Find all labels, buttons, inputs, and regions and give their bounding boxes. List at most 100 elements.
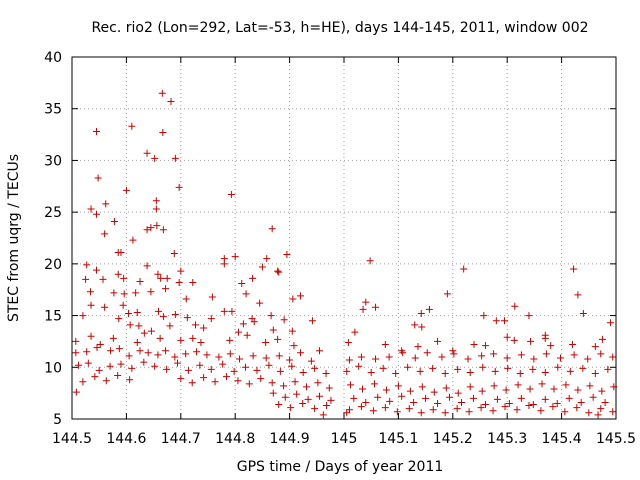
- data-point: [228, 307, 236, 315]
- data-point: [136, 277, 144, 285]
- x-tick-label: 144.7: [161, 431, 201, 447]
- data-point: [366, 257, 374, 265]
- data-point: [594, 411, 602, 419]
- data-point: [94, 174, 102, 182]
- data-point: [174, 359, 182, 367]
- data-point: [417, 409, 425, 417]
- data-point: [503, 333, 511, 341]
- data-point: [135, 322, 143, 330]
- data-point: [189, 334, 197, 342]
- data-point: [527, 337, 535, 345]
- data-point: [110, 217, 118, 225]
- data-point: [117, 248, 125, 256]
- data-point: [454, 365, 462, 373]
- x-tick-label: 145.2: [433, 431, 473, 447]
- data-point: [505, 399, 513, 407]
- data-point: [609, 408, 617, 416]
- data-point: [196, 361, 204, 369]
- data-point: [286, 356, 294, 364]
- data-point: [175, 278, 183, 286]
- data-point: [579, 364, 587, 372]
- data-point: [83, 348, 91, 356]
- data-point: [323, 402, 331, 410]
- data-point: [211, 378, 219, 386]
- data-point: [553, 399, 561, 407]
- data-point: [601, 398, 609, 406]
- data-point: [549, 403, 557, 411]
- data-point: [422, 394, 430, 402]
- data-point: [526, 385, 534, 393]
- x-tick-label: 145.3: [487, 431, 527, 447]
- data-point: [157, 274, 165, 282]
- data-point: [591, 369, 599, 377]
- data-point: [177, 336, 185, 344]
- data-point: [308, 317, 316, 325]
- data-point: [114, 372, 122, 380]
- data-point: [183, 314, 191, 322]
- data-point: [242, 363, 250, 371]
- x-tick-label: 144.8: [215, 431, 255, 447]
- data-point: [268, 225, 276, 233]
- data-point: [550, 385, 558, 393]
- data-point: [249, 352, 257, 360]
- data-point: [287, 404, 295, 412]
- y-tick-label: 15: [44, 309, 62, 325]
- data-point: [117, 360, 125, 368]
- data-point: [350, 394, 358, 402]
- data-point: [106, 362, 114, 370]
- data-point: [501, 403, 509, 411]
- y-tick-label: 35: [44, 102, 62, 118]
- data-point: [93, 344, 101, 352]
- data-point: [86, 288, 94, 296]
- data-point: [72, 388, 80, 396]
- x-tick-label: 144.6: [106, 431, 146, 447]
- data-point: [87, 205, 95, 213]
- data-point: [79, 312, 87, 320]
- data-point: [443, 290, 451, 298]
- data-point: [222, 373, 230, 381]
- data-point: [207, 365, 215, 373]
- data-point: [92, 127, 100, 135]
- data-point: [269, 326, 277, 334]
- data-point: [316, 347, 324, 355]
- data-point: [299, 399, 307, 407]
- data-point: [304, 395, 312, 403]
- data-point: [101, 303, 109, 311]
- data-point: [441, 409, 449, 417]
- data-point: [514, 381, 522, 389]
- data-point: [429, 364, 437, 372]
- data-point: [243, 331, 251, 339]
- data-point: [311, 364, 319, 372]
- data-point: [434, 399, 442, 407]
- data-point: [267, 312, 275, 320]
- data-point: [574, 291, 582, 299]
- data-point: [392, 369, 400, 377]
- data-point: [503, 354, 511, 362]
- y-axis-label: STEC from uqrg / TECUs: [6, 154, 22, 322]
- data-point: [367, 368, 375, 376]
- data-point: [458, 398, 466, 406]
- data-point: [586, 382, 594, 390]
- data-point: [171, 353, 179, 361]
- data-point: [517, 351, 525, 359]
- data-point: [162, 285, 170, 293]
- data-point: [200, 324, 208, 332]
- data-point: [280, 382, 288, 390]
- data-point: [152, 205, 160, 213]
- data-point: [418, 323, 426, 331]
- data-point: [404, 363, 412, 371]
- data-point: [465, 408, 473, 416]
- data-point: [577, 398, 585, 406]
- data-point: [268, 379, 276, 387]
- data-point: [343, 367, 351, 375]
- data-point: [226, 336, 234, 344]
- data-point: [156, 334, 164, 342]
- data-point: [128, 364, 136, 372]
- data-point: [193, 348, 201, 356]
- data-point: [215, 353, 223, 361]
- data-point: [541, 395, 549, 403]
- data-point: [584, 355, 592, 363]
- data-point: [126, 376, 134, 384]
- data-point: [226, 350, 234, 358]
